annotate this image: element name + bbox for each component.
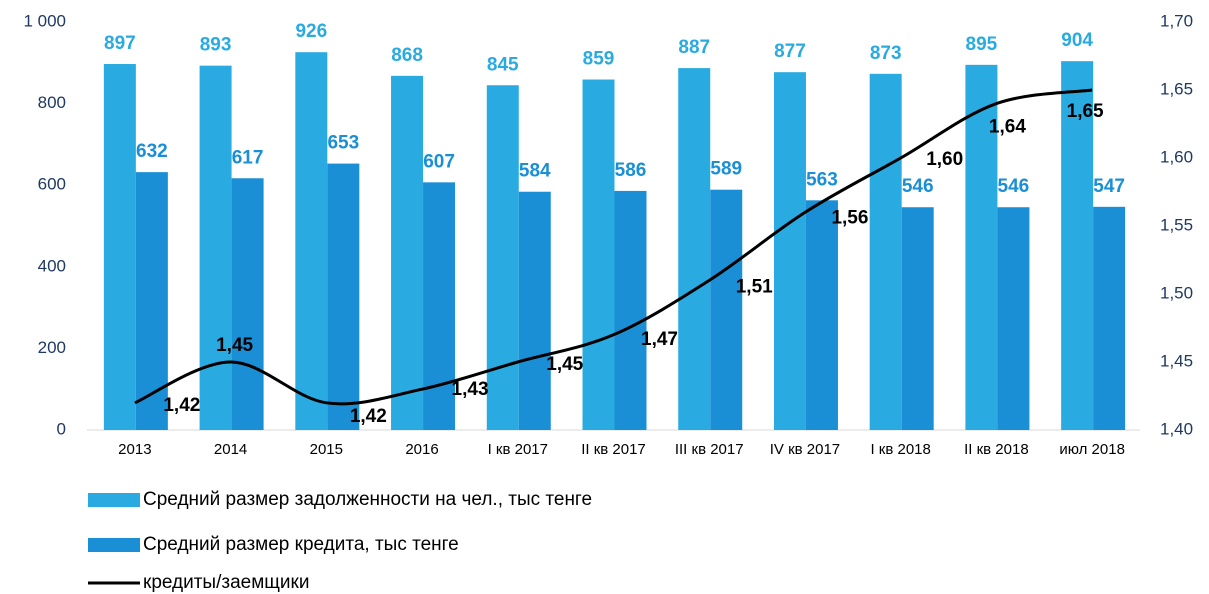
x-tick-label: II кв 2018: [964, 441, 1029, 458]
legend-label: Средний размер кредита, тыс тенге: [143, 534, 459, 555]
bar: [231, 178, 264, 430]
x-tick-label: 2014: [214, 441, 247, 458]
bar-value-label: 546: [998, 176, 1030, 197]
bar: [1061, 61, 1094, 430]
bar: [997, 207, 1030, 430]
bar: [199, 65, 232, 430]
y2-tick-label: 1,60: [1160, 147, 1193, 166]
legend-swatch: [88, 493, 140, 507]
y-tick-label: 0: [57, 419, 66, 438]
bar: [135, 172, 168, 431]
bar: [1093, 206, 1126, 430]
bar-value-label: 547: [1093, 176, 1125, 197]
bar-value-label: 584: [519, 161, 551, 182]
legend-label: кредиты/заемщики: [143, 572, 309, 593]
x-tick-label: II кв 2017: [581, 441, 646, 458]
y2-tick-label: 1,40: [1160, 419, 1193, 438]
y2-tick-label: 1,50: [1160, 283, 1193, 302]
y2-tick-label: 1,70: [1160, 11, 1193, 30]
bar-value-label: 607: [423, 151, 455, 172]
x-tick-label: 2016: [405, 441, 438, 458]
line-value-label: 1,45: [216, 335, 253, 356]
line-value-label: 1,45: [546, 354, 583, 375]
line-value-label: 1,65: [1067, 101, 1104, 122]
y-tick-label: 200: [38, 338, 66, 357]
bar-value-label: 877: [774, 41, 806, 62]
x-tick-label: IV кв 2017: [770, 441, 840, 458]
bar-value-label: 868: [391, 45, 423, 66]
bar: [869, 73, 902, 430]
bar-value-label: 904: [1061, 30, 1093, 51]
bar: [486, 85, 519, 431]
y2-tick-label: 1,65: [1160, 79, 1193, 98]
bar: [965, 64, 998, 430]
bar: [423, 182, 456, 430]
bar: [518, 191, 551, 430]
y2-tick-label: 1,45: [1160, 351, 1193, 370]
x-tick-label: июл 2018: [1059, 441, 1125, 458]
x-tick-label: 2015: [310, 441, 343, 458]
x-tick-label: I кв 2018: [870, 441, 930, 458]
bar-value-label: 589: [710, 159, 742, 180]
bar: [614, 190, 647, 430]
bar: [295, 52, 328, 430]
bar-value-label: 845: [487, 54, 519, 75]
bar-value-label: 873: [870, 43, 902, 64]
bar: [582, 79, 615, 430]
line-value-label: 1,42: [163, 395, 200, 416]
legend-label: Средний размер задолженности на чел., ты…: [143, 489, 592, 510]
line-value-label: 1,43: [452, 379, 489, 400]
bar-value-label: 893: [200, 35, 232, 56]
bar-value-label: 895: [966, 34, 998, 55]
x-tick-label: III кв 2017: [675, 441, 744, 458]
bar: [327, 163, 360, 431]
line-value-label: 1,51: [736, 276, 773, 297]
bar-value-label: 887: [678, 37, 710, 58]
bar-value-label: 632: [136, 141, 168, 162]
y2-tick-label: 1,55: [1160, 215, 1193, 234]
y-tick-label: 800: [38, 93, 66, 112]
x-tick-label: 2013: [118, 441, 151, 458]
bar-value-label: 859: [583, 49, 615, 70]
line-value-label: 1,56: [831, 207, 868, 228]
line-value-label: 1,60: [926, 149, 963, 170]
x-tick-label: I кв 2017: [488, 441, 548, 458]
legend-swatch: [88, 538, 140, 552]
bar: [901, 207, 934, 430]
bar-value-label: 653: [327, 133, 359, 154]
bar: [710, 189, 743, 430]
bar: [103, 64, 136, 431]
y-tick-label: 600: [38, 175, 66, 194]
bar-value-label: 897: [104, 33, 136, 54]
bar-value-label: 617: [232, 147, 264, 168]
line-value-label: 1,42: [350, 406, 387, 427]
line-value-label: 1,64: [989, 117, 1026, 138]
line-value-label: 1,47: [641, 329, 678, 350]
bar-value-label: 926: [295, 21, 327, 42]
bar: [391, 75, 424, 430]
bar-value-label: 586: [615, 160, 647, 181]
bar-value-label: 563: [806, 169, 838, 190]
bar: [678, 68, 711, 430]
y-tick-label: 400: [38, 256, 66, 275]
bar-value-label: 546: [902, 176, 934, 197]
bar: [773, 72, 806, 431]
line: [134, 88, 1093, 406]
y-tick-label: 1 000: [23, 11, 66, 30]
bar: [805, 200, 838, 430]
